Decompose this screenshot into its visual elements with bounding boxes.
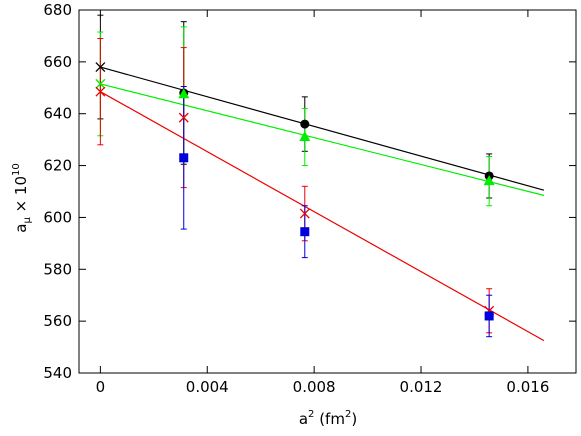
x-tick-label: 0 — [96, 378, 106, 396]
markers-layer — [95, 62, 495, 321]
data-point-x — [95, 78, 106, 89]
data-point-circle — [300, 119, 310, 129]
y-tick-label: 560 — [43, 312, 72, 330]
data-point-triangle — [483, 175, 495, 186]
ticks-layer — [79, 9, 576, 374]
y-tick-label: 540 — [43, 364, 72, 382]
y-tick-label: 660 — [43, 53, 72, 71]
data-point-triangle — [178, 88, 190, 99]
tick-labels-layer: 0 0.004 0.008 0.012 0.016 540 560 580 600 620 640 6… — [43, 1, 549, 396]
error-bars-layer — [97, 14, 493, 338]
plot-frame — [78, 9, 577, 374]
y-tick-label: 580 — [43, 260, 72, 278]
x-tick-label: 0.012 — [400, 378, 443, 396]
fit-line — [100, 66, 545, 191]
data-point-x — [95, 62, 106, 73]
y-tick-label: 680 — [43, 1, 72, 19]
y-tick-label: 600 — [43, 208, 72, 226]
data-point-x — [178, 112, 189, 123]
data-point-square — [300, 227, 310, 237]
data-point-x — [95, 86, 106, 97]
x-tick-label: 0.004 — [186, 378, 229, 396]
fit-line — [100, 83, 545, 196]
y-tick-label: 620 — [43, 157, 72, 175]
x-tick-label: 0.008 — [293, 378, 336, 396]
x-axis-title: a2 (fm2) — [299, 409, 357, 428]
data-point-square — [484, 311, 494, 321]
data-point-triangle — [299, 131, 311, 142]
y-tick-label: 640 — [43, 105, 72, 123]
data-point-square — [179, 153, 189, 163]
y-axis-title: aμ × 1010 — [11, 163, 33, 233]
x-tick-label: 0.016 — [506, 378, 549, 396]
fit-line — [100, 91, 545, 342]
fit-lines-layer — [100, 66, 545, 342]
data-point-x — [299, 208, 310, 219]
